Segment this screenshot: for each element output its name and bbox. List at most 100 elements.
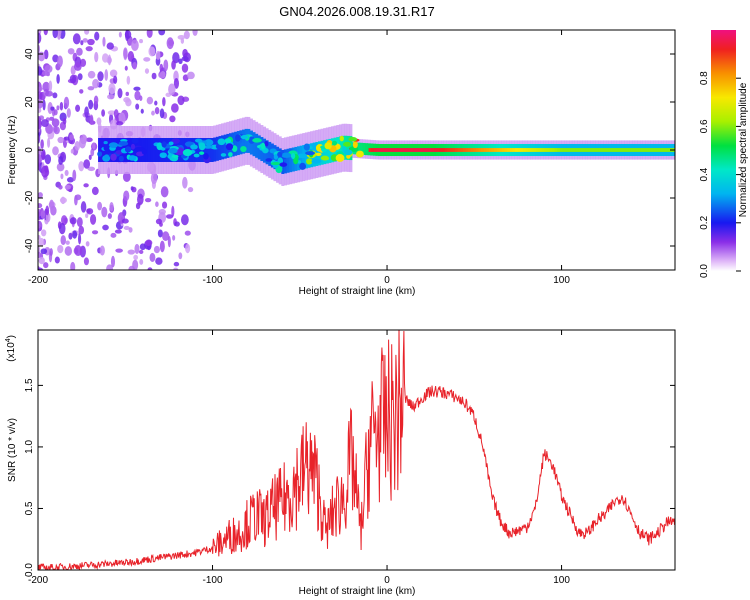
spectrogram-speckle: [66, 108, 71, 118]
spectrogram-speckle: [51, 118, 60, 127]
spectrogram-core: [562, 148, 566, 152]
spectrogram-speckle: [45, 205, 50, 216]
spectrogram-speckle: [92, 142, 96, 150]
spectrogram-blob: [124, 146, 132, 153]
spectrogram-speckle: [133, 254, 139, 260]
spectrogram-speckle: [64, 184, 71, 190]
spectrogram-speckle: [38, 223, 41, 229]
spectrogram-speckle: [38, 32, 42, 44]
spectrogram-core: [528, 148, 532, 152]
spectrogram-speckle: [181, 63, 189, 73]
spectrogram-band: [362, 142, 366, 155]
spectrogram-speckle: [84, 30, 90, 35]
spectrogram-speckle: [182, 48, 188, 58]
spectrogram-band: [234, 131, 238, 156]
spectrogram-speckle: [78, 225, 85, 235]
spectrogram-band: [239, 130, 243, 155]
spectrogram-speckle: [48, 80, 53, 92]
spectrogram-speckle: [43, 30, 48, 36]
spectrogram-speckle: [73, 62, 82, 71]
spectrogram-speckle: [78, 161, 85, 172]
spectrogram-core: [525, 148, 529, 152]
spectrogram-speckle: [161, 201, 168, 209]
spectrogram-speckle: [58, 155, 64, 165]
y-tick-label: -40: [24, 238, 35, 253]
spectrogram-speckle: [155, 50, 161, 60]
spectrogram-core: [428, 148, 432, 152]
spectrogram-speckle: [66, 177, 74, 183]
spectrogram-speckle: [38, 237, 45, 247]
spectrogram-speckle: [109, 202, 114, 212]
spectrogram-speckle: [52, 92, 58, 99]
spectrogram-band: [205, 138, 209, 162]
spectrogram-core: [407, 148, 411, 152]
spectrogram-speckle: [137, 193, 144, 206]
spectrogram-core: [653, 148, 657, 152]
spectrogram-band: [325, 139, 329, 164]
spectrogram-blob: [110, 153, 117, 161]
spectrogram-speckle: [38, 99, 43, 109]
spectrogram-speckle: [122, 171, 131, 182]
spectrogram-core: [578, 148, 582, 152]
spectrogram-core: [549, 148, 553, 152]
spectrogram-blob: [311, 159, 322, 164]
colorbar-gradient: [711, 30, 736, 271]
spectrogram-speckle: [47, 137, 51, 148]
spectrogram-speckle: [126, 75, 131, 85]
spectrogram-speckle: [107, 94, 115, 100]
spectrogram-speckle: [88, 99, 94, 110]
spectrogram-speckle: [70, 149, 75, 154]
spectrogram-speckle: [121, 218, 129, 224]
spectrogram-speckle: [64, 169, 69, 177]
spectrogram-speckle: [192, 30, 198, 36]
spectrogram-speckle: [104, 69, 109, 81]
snr-y-ticks: 0.0 0.5 1.0 1.5: [24, 378, 675, 577]
spectrogram-core: [646, 148, 650, 152]
spectrogram-blob: [235, 134, 241, 142]
spectrogram-speckle: [101, 109, 106, 117]
spectrogram-core: [570, 148, 574, 152]
spectrogram-core: [622, 148, 626, 152]
spectrogram-speckle: [177, 95, 185, 106]
svg-text:(x104): (x104): [5, 335, 17, 362]
spectrogram-blob: [204, 139, 214, 146]
spectrogram-speckle: [185, 243, 191, 254]
spectrogram-core: [447, 148, 451, 152]
spectrogram-core: [436, 148, 440, 152]
colorbar-tick-label: 0.2: [699, 215, 710, 229]
spectrogram-speckle: [108, 82, 116, 95]
spectrogram-speckle: [38, 163, 41, 171]
spectrogram-core: [460, 148, 464, 152]
spectrogram-core: [379, 148, 383, 152]
spectrogram-core: [648, 148, 652, 152]
spectrogram-speckle: [114, 229, 122, 234]
spectrogram-blob: [306, 158, 313, 165]
spectrogram-core: [483, 148, 487, 152]
spectrogram-speckle: [125, 30, 129, 42]
spectrogram-core: [499, 148, 503, 152]
spectrogram-speckle: [174, 221, 180, 227]
spectrogram-speckle: [159, 70, 166, 79]
spectrogram-blob: [168, 147, 178, 154]
spectrogram-blob: [293, 156, 299, 165]
spectrogram-speckle: [49, 248, 53, 256]
spectrogram-speckle: [60, 235, 66, 246]
spectrogram-blob: [348, 136, 358, 142]
spectrogram-speckle: [91, 186, 99, 196]
spectrogram-speckle: [74, 245, 83, 257]
spectrogram-speckle: [82, 38, 88, 43]
spectrogram-speckle: [155, 201, 159, 208]
x-tick-label: 0: [384, 275, 390, 286]
spectrogram-blob: [228, 152, 233, 157]
spectrogram-speckle: [40, 229, 47, 237]
spectrogram-core: [667, 148, 671, 152]
spectrogram-speckle: [171, 60, 176, 70]
spectrogram-speckle: [154, 106, 160, 115]
spectrogram-core: [640, 148, 644, 152]
spectrogram-speckle: [162, 231, 170, 241]
spectrogram-core: [635, 148, 639, 152]
spectrogram-speckle: [123, 97, 131, 103]
spectrogram-blob: [279, 162, 288, 167]
spectrogram-core: [491, 148, 495, 152]
spectrogram-band: [153, 138, 157, 162]
